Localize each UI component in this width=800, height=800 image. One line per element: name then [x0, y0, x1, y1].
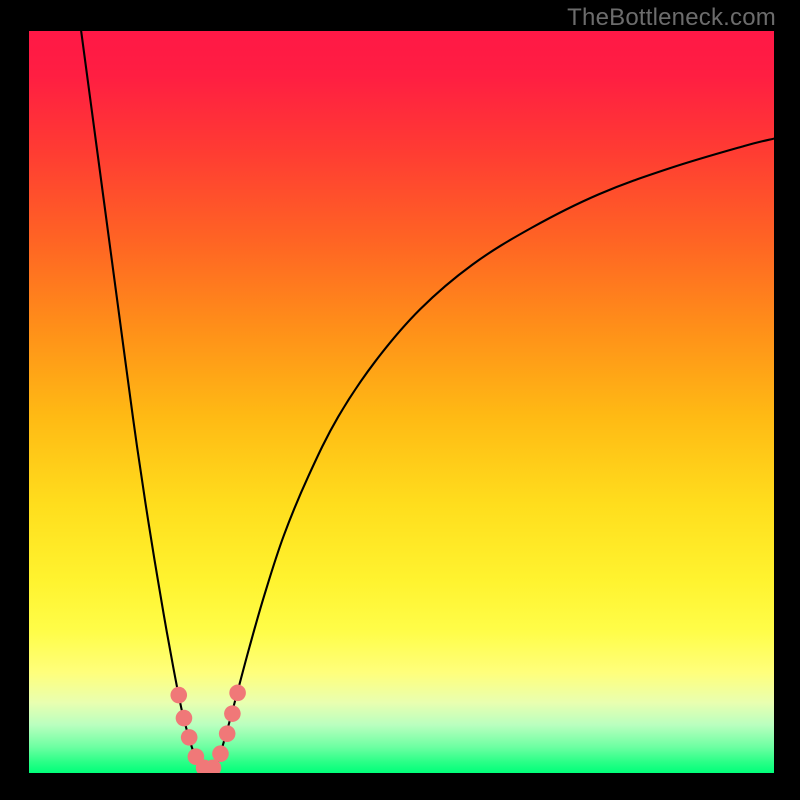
curve-marker [224, 705, 241, 722]
chart-plot-area [29, 31, 774, 773]
watermark-label: TheBottleneck.com [567, 4, 776, 32]
chart-svg [29, 31, 774, 773]
curve-marker [219, 725, 236, 742]
curve-marker [229, 685, 246, 702]
curve-marker [181, 729, 198, 746]
curve-marker [212, 745, 229, 762]
image-canvas: TheBottleneck.com [0, 0, 800, 800]
chart-background [29, 31, 774, 773]
curve-marker [176, 710, 193, 727]
curve-marker [170, 687, 187, 704]
